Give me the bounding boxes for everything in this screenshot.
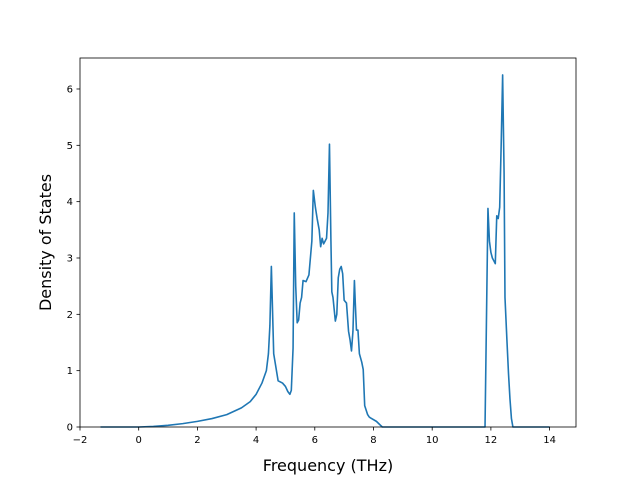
y-tick-label: 1 — [67, 366, 73, 377]
y-tick-label: 2 — [67, 310, 73, 321]
plot-layer — [100, 74, 550, 428]
y-tick-label: 3 — [67, 253, 73, 264]
x-tick-label: 6 — [312, 435, 318, 446]
x-axis-label: Frequency (THz) — [263, 456, 393, 475]
x-tick-label: 4 — [253, 435, 259, 446]
x-tick-label: 0 — [136, 435, 142, 446]
x-tick-label: 8 — [370, 435, 376, 446]
x-tick-label: 14 — [543, 435, 556, 446]
x-tick-label: −2 — [73, 435, 88, 446]
y-tick-label: 6 — [67, 84, 73, 95]
y-tick-label: 5 — [67, 141, 73, 152]
x-tick-label: 12 — [485, 435, 498, 446]
y-tick-label: 4 — [67, 197, 73, 208]
axes-frame — [79, 57, 577, 428]
x-tick-label: 2 — [194, 435, 200, 446]
y-axis-label: Density of States — [36, 174, 55, 311]
x-tick-label: 10 — [426, 435, 439, 446]
dos-series-line — [100, 74, 550, 428]
y-tick-label: 0 — [67, 423, 73, 434]
